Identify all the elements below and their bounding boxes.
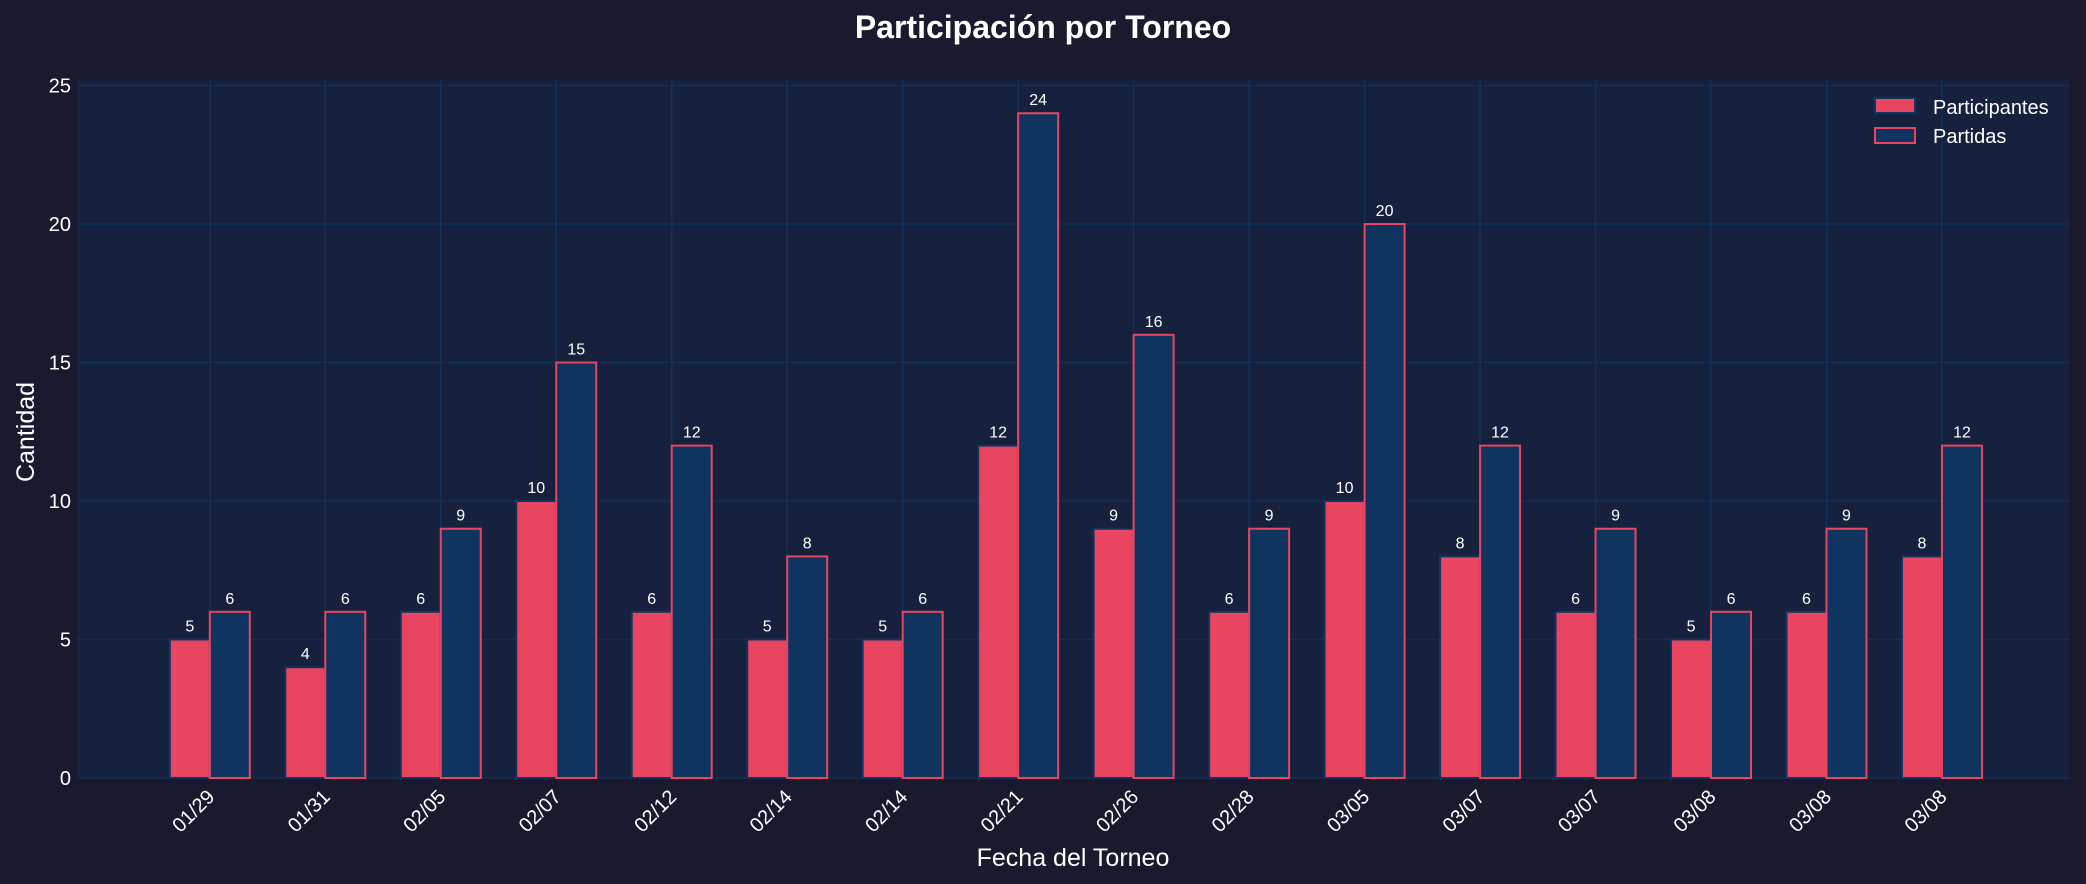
x-axis-label: Fecha del Torneo: [977, 844, 1170, 872]
data-label: 6: [1571, 591, 1580, 608]
bar-partidas-2: [439, 527, 482, 780]
data-label: 8: [1918, 535, 1927, 552]
data-label: 20: [1376, 203, 1394, 220]
bar-partidas-7: [1017, 112, 1060, 779]
y-tick-label: 5: [60, 630, 71, 652]
bar-participantes-0: [168, 638, 211, 779]
legend-label-participantes: Participantes: [1933, 97, 2049, 119]
legend-swatch-participantes: [1874, 97, 1916, 114]
legend-label-partidas: Partidas: [1933, 126, 2006, 148]
bar-partidas-9: [1248, 527, 1291, 780]
bar-partidas-10: [1363, 223, 1406, 780]
bars: [168, 112, 1983, 780]
data-label: 9: [1109, 508, 1118, 525]
bar-participantes-2: [399, 610, 442, 779]
bar-partidas-6: [901, 610, 944, 779]
bar-participantes-8: [1092, 527, 1135, 780]
data-label: 12: [1953, 425, 1971, 442]
bar-partidas-12: [1594, 527, 1637, 780]
data-label: 12: [1491, 425, 1509, 442]
y-tick-label: 25: [49, 76, 71, 98]
data-label: 8: [1456, 535, 1465, 552]
y-tick-label: 10: [49, 491, 71, 513]
data-label: 9: [1611, 508, 1620, 525]
data-labels: 5 4 6 10 6 5 5 12 9 6 10 8 6 5 6 8 6 6 9 15 12 8 6 24 16 9 20 12 9 6 9…: [185, 92, 1971, 663]
data-label: 12: [683, 425, 701, 442]
data-label: 9: [1842, 508, 1851, 525]
legend: Participantes Partidas: [1874, 97, 2049, 148]
data-label: 6: [341, 591, 350, 608]
bar-participantes-4: [630, 610, 673, 779]
y-tick-label: 20: [49, 214, 71, 236]
y-tick-label: 0: [60, 768, 71, 790]
data-label: 6: [1225, 591, 1234, 608]
data-label: 4: [301, 646, 310, 663]
bar-partidas-14: [1825, 527, 1868, 780]
bar-participantes-15: [1900, 555, 1943, 780]
bar-participantes-11: [1439, 555, 1482, 780]
bar-partidas-13: [1710, 610, 1753, 779]
bar-participantes-5: [746, 638, 789, 779]
bar-participantes-9: [1208, 610, 1251, 779]
data-label: 5: [763, 619, 772, 636]
bar-partidas-8: [1132, 333, 1175, 779]
bar-participantes-10: [1323, 500, 1366, 779]
bar-partidas-1: [324, 610, 367, 779]
bar-participantes-14: [1785, 610, 1828, 779]
y-axis-ticks: 0 5 10 15 20 25: [49, 76, 71, 790]
data-label: 6: [1802, 591, 1811, 608]
data-label: 5: [185, 619, 194, 636]
data-label: 24: [1029, 92, 1047, 109]
legend-swatch-partidas: [1874, 127, 1916, 144]
bar-partidas-5: [786, 555, 829, 780]
data-label: 6: [225, 591, 234, 608]
data-label: 15: [567, 342, 585, 359]
data-label: 6: [918, 591, 927, 608]
bar-participantes-13: [1670, 638, 1713, 779]
bar-participantes-6: [861, 638, 904, 779]
bar-partidas-11: [1479, 444, 1522, 779]
data-label: 5: [1687, 619, 1696, 636]
bar-partidas-3: [555, 361, 598, 779]
data-label: 6: [416, 591, 425, 608]
bar-participantes-3: [515, 500, 558, 779]
data-label: 12: [989, 425, 1007, 442]
data-label: 5: [878, 619, 887, 636]
bar-participantes-1: [284, 666, 327, 780]
bar-partidas-15: [1940, 444, 1983, 779]
data-label: 10: [527, 480, 545, 497]
data-label: 10: [1336, 480, 1354, 497]
data-label: 9: [456, 508, 465, 525]
bar-participantes-12: [1554, 610, 1597, 779]
data-label: 8: [803, 535, 812, 552]
bar-participantes-7: [977, 444, 1020, 779]
data-label: 6: [647, 591, 656, 608]
bar-partidas-4: [670, 444, 713, 779]
data-label: 9: [1265, 508, 1274, 525]
bar-partidas-0: [208, 610, 251, 779]
y-axis-label: Cantidad: [12, 382, 40, 482]
plot-area: [77, 80, 2069, 778]
data-label: 6: [1727, 591, 1736, 608]
y-tick-label: 15: [49, 353, 71, 375]
chart-title: Participación por Torneo: [855, 9, 1231, 45]
data-label: 16: [1145, 314, 1163, 331]
